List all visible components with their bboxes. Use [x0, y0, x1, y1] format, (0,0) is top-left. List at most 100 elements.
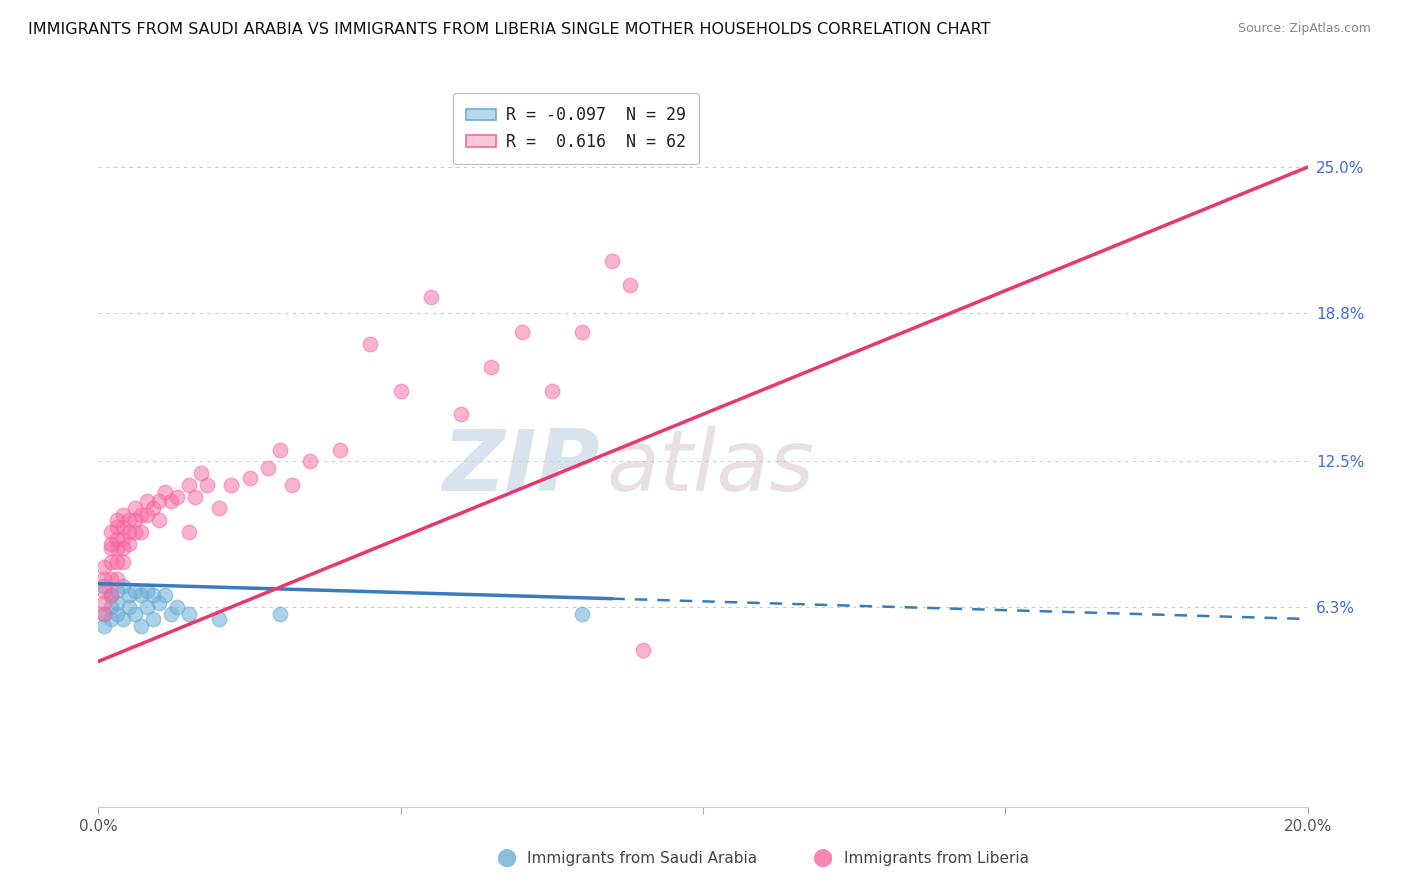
- Point: [100, 536, 122, 550]
- Point: [135, 508, 157, 523]
- Text: Immigrants from Liberia: Immigrants from Liberia: [844, 851, 1029, 865]
- Point: [221, 478, 243, 492]
- Point: [148, 494, 170, 508]
- Point: [100, 612, 122, 626]
- Point: [124, 607, 146, 622]
- Point: [105, 520, 128, 534]
- Point: [124, 524, 146, 539]
- Point: [389, 384, 412, 398]
- Point: [256, 461, 278, 475]
- Text: Source: ZipAtlas.com: Source: ZipAtlas.com: [1237, 22, 1371, 36]
- Text: ⬤: ⬤: [813, 849, 832, 867]
- Point: [111, 579, 134, 593]
- Point: [105, 541, 128, 556]
- Point: [111, 520, 134, 534]
- Point: [118, 513, 141, 527]
- Point: [100, 589, 122, 603]
- Point: [142, 589, 165, 603]
- Point: [281, 478, 304, 492]
- Point: [142, 501, 165, 516]
- Point: [160, 494, 183, 508]
- Point: [631, 642, 654, 657]
- Text: Immigrants from Saudi Arabia: Immigrants from Saudi Arabia: [527, 851, 758, 865]
- Point: [160, 607, 183, 622]
- Point: [135, 600, 157, 615]
- Text: atlas: atlas: [606, 426, 814, 509]
- Point: [208, 501, 231, 516]
- Point: [111, 541, 134, 556]
- Point: [93, 583, 115, 598]
- Point: [93, 607, 115, 622]
- Point: [179, 607, 201, 622]
- Point: [269, 442, 291, 457]
- Point: [166, 490, 188, 504]
- Point: [450, 407, 472, 421]
- Point: [111, 612, 134, 626]
- Point: [153, 589, 176, 603]
- Point: [129, 589, 152, 603]
- Point: [190, 466, 212, 480]
- Point: [118, 536, 141, 550]
- Point: [129, 508, 152, 523]
- Point: [142, 612, 165, 626]
- Point: [100, 589, 122, 603]
- Point: [105, 583, 128, 598]
- Point: [148, 595, 170, 609]
- Point: [105, 532, 128, 546]
- Point: [135, 494, 157, 508]
- Point: [118, 589, 141, 603]
- Point: [129, 619, 152, 633]
- Text: ZIP: ZIP: [443, 426, 600, 509]
- Point: [184, 490, 207, 504]
- Point: [100, 541, 122, 556]
- Point: [118, 524, 141, 539]
- Point: [105, 607, 128, 622]
- Point: [329, 442, 352, 457]
- Point: [179, 524, 201, 539]
- Point: [129, 524, 152, 539]
- Point: [93, 560, 115, 574]
- Point: [135, 583, 157, 598]
- Point: [148, 513, 170, 527]
- Point: [153, 484, 176, 499]
- Point: [105, 513, 128, 527]
- Point: [195, 478, 218, 492]
- Point: [360, 336, 382, 351]
- Point: [100, 556, 122, 570]
- Point: [93, 579, 115, 593]
- Point: [540, 384, 562, 398]
- Point: [239, 471, 262, 485]
- Point: [93, 595, 115, 609]
- Point: [100, 600, 122, 615]
- Text: ⬤: ⬤: [496, 849, 516, 867]
- Point: [619, 277, 641, 292]
- Point: [93, 607, 115, 622]
- Point: [124, 501, 146, 516]
- Point: [93, 572, 115, 586]
- Point: [105, 556, 128, 570]
- Point: [100, 572, 122, 586]
- Point: [571, 325, 593, 339]
- Point: [105, 595, 128, 609]
- Point: [124, 513, 146, 527]
- Point: [111, 508, 134, 523]
- Point: [118, 600, 141, 615]
- Point: [179, 478, 201, 492]
- Point: [93, 619, 115, 633]
- Point: [602, 254, 624, 268]
- Point: [208, 612, 231, 626]
- Point: [166, 600, 188, 615]
- Point: [571, 607, 593, 622]
- Point: [269, 607, 291, 622]
- Point: [105, 572, 128, 586]
- Text: IMMIGRANTS FROM SAUDI ARABIA VS IMMIGRANTS FROM LIBERIA SINGLE MOTHER HOUSEHOLDS: IMMIGRANTS FROM SAUDI ARABIA VS IMMIGRAN…: [28, 22, 991, 37]
- Point: [299, 454, 322, 468]
- Point: [481, 360, 503, 375]
- Point: [420, 289, 443, 303]
- Point: [510, 325, 533, 339]
- Point: [124, 583, 146, 598]
- Legend: R = -0.097  N = 29, R =  0.616  N = 62: R = -0.097 N = 29, R = 0.616 N = 62: [453, 93, 699, 164]
- Point: [100, 524, 122, 539]
- Point: [111, 556, 134, 570]
- Point: [111, 532, 134, 546]
